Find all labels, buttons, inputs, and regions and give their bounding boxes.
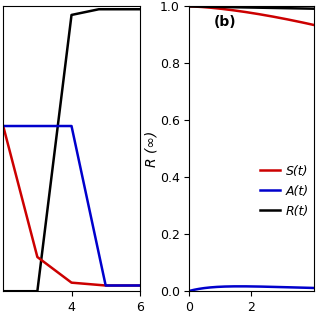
Line: A(t): A(t) [189,286,314,291]
A(t) [228,284,232,288]
A(t) [237,284,241,288]
A(t) [266,285,270,289]
R(t) [266,6,269,10]
R(t) [312,7,316,11]
Y-axis label: R (∞): R (∞) [144,131,158,167]
Text: (b): (b) [214,15,237,29]
A(t) [278,285,282,289]
S(t) [312,23,316,27]
A(t) [203,286,206,290]
S(t) [188,4,191,8]
R(t) [188,4,191,8]
Line: R(t): R(t) [189,6,314,9]
R(t) [237,5,241,9]
A(t) [277,285,281,289]
S(t) [277,16,281,20]
S(t) [203,5,206,9]
A(t) [312,286,316,290]
R(t) [277,6,281,10]
S(t) [228,8,232,12]
Line: S(t): S(t) [189,6,314,25]
R(t) [228,5,232,9]
R(t) [203,5,206,9]
A(t) [238,284,242,288]
S(t) [266,14,269,18]
A(t) [188,289,191,293]
S(t) [278,16,282,20]
Legend: S(t), A(t), R(t): S(t), A(t), R(t) [260,165,309,218]
R(t) [278,6,282,10]
S(t) [237,9,241,13]
